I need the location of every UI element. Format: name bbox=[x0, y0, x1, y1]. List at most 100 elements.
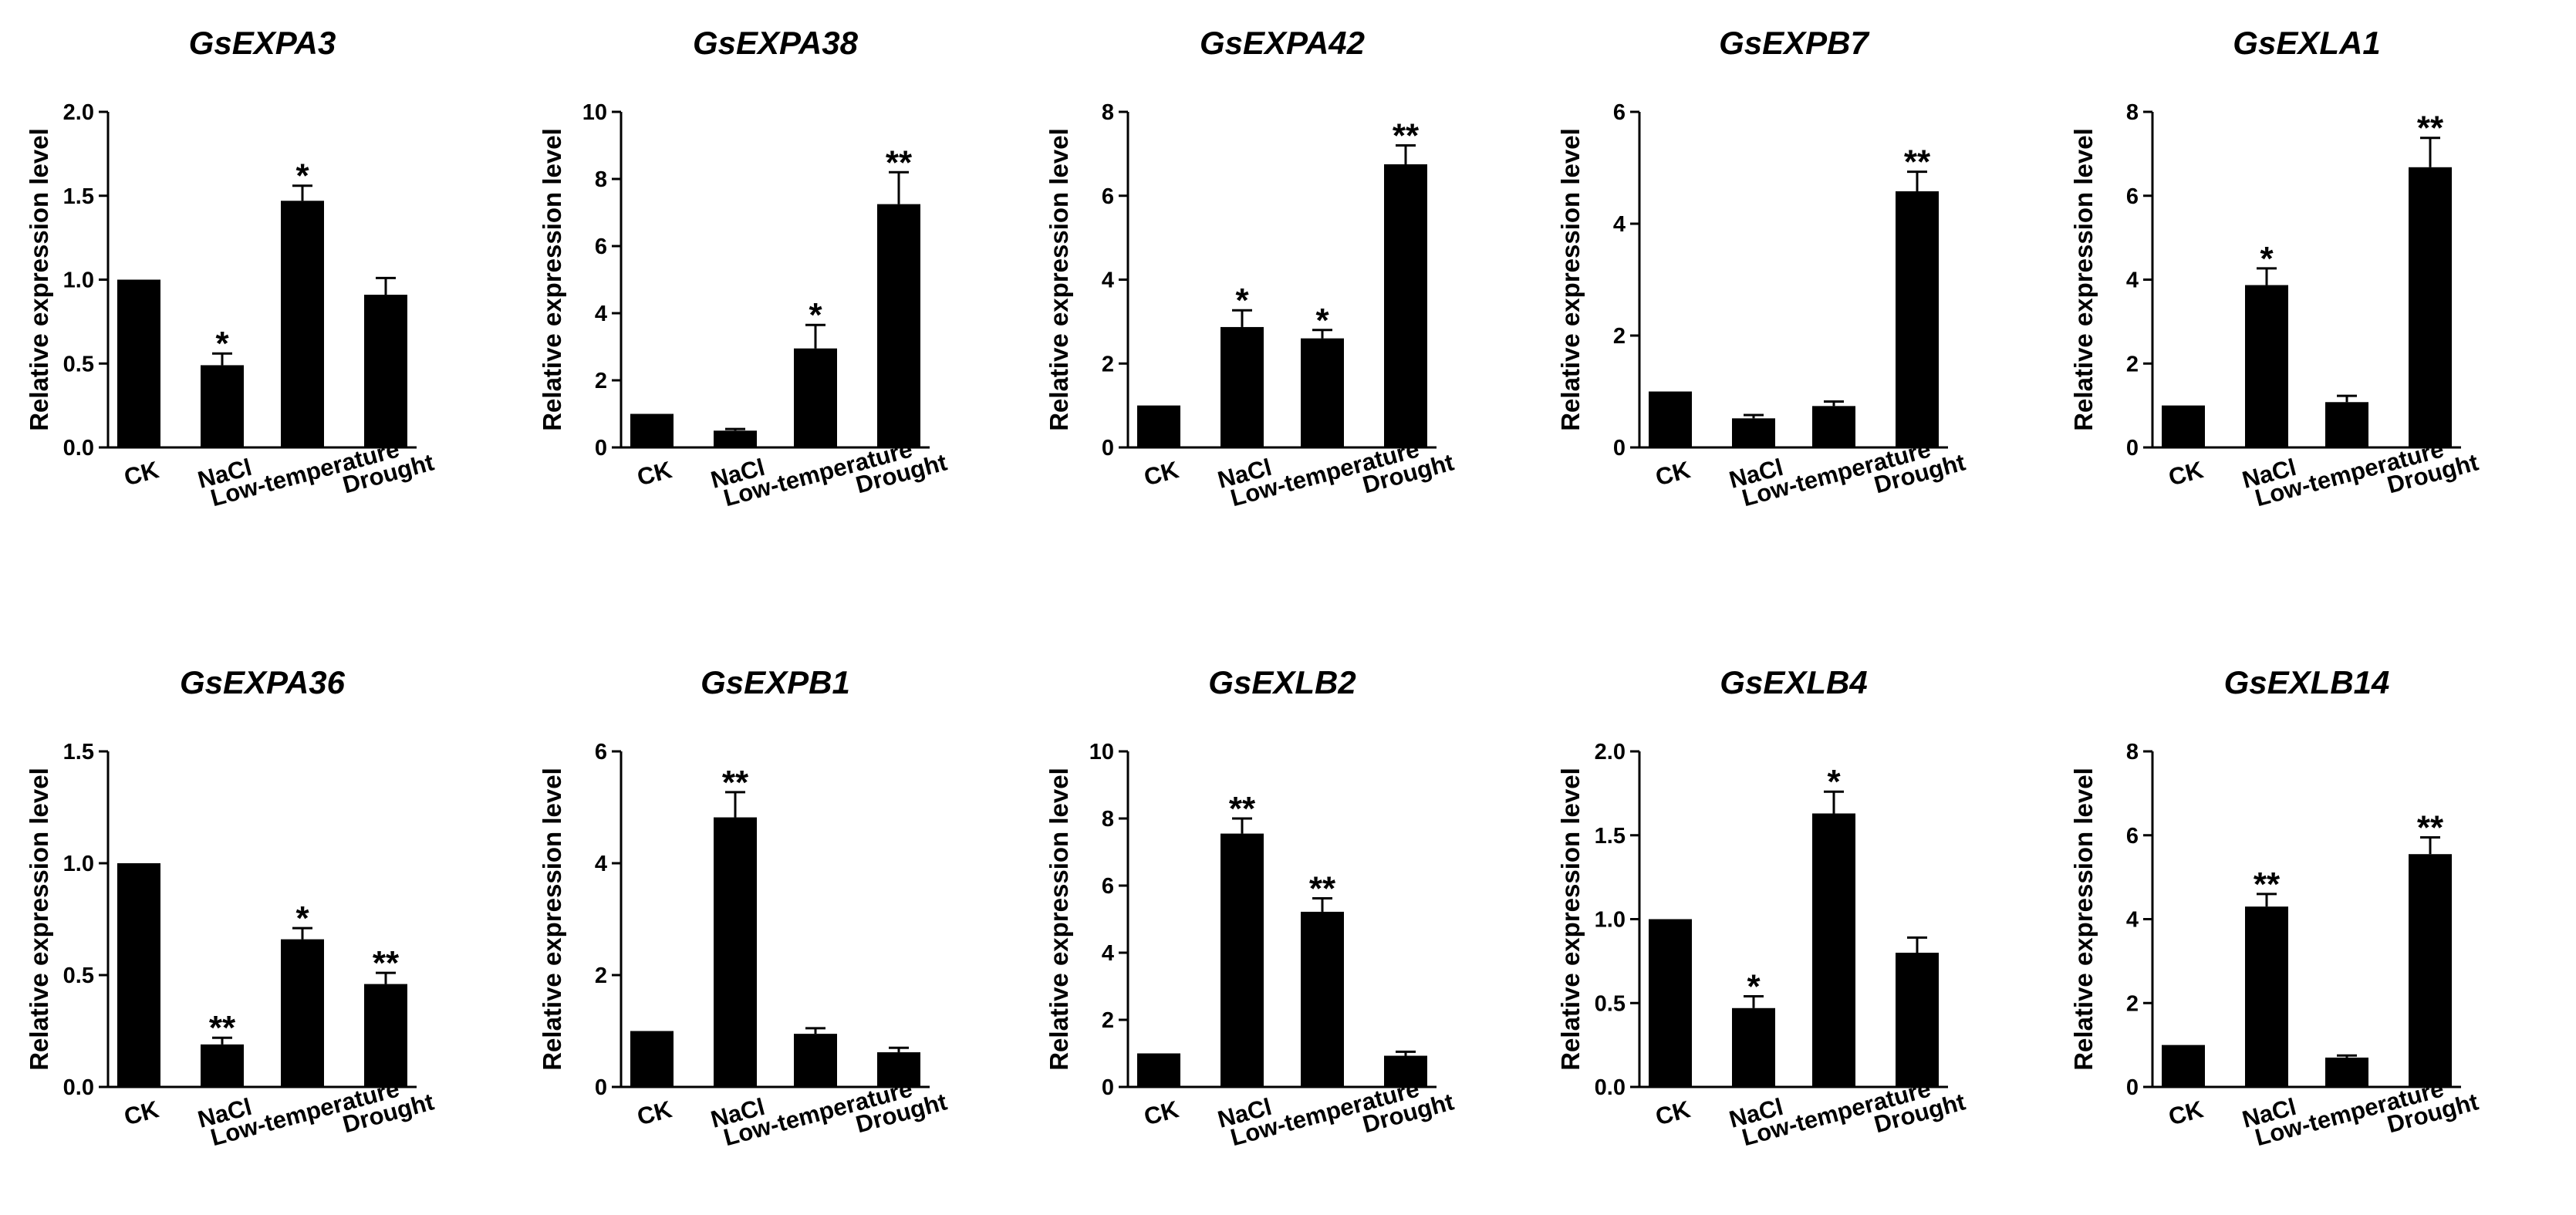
y-tick-label: 6 bbox=[595, 235, 607, 259]
bar-drought bbox=[877, 204, 920, 447]
bar-drought bbox=[877, 1052, 920, 1087]
y-axis-label: Relative expression level bbox=[2069, 768, 2098, 1071]
y-tick-label: 1.5 bbox=[63, 740, 94, 764]
y-tick-label: 0.5 bbox=[63, 352, 94, 376]
significance-marker: * bbox=[2260, 240, 2274, 278]
y-tick-label: 2.0 bbox=[63, 100, 94, 125]
y-tick-label: 4 bbox=[595, 302, 607, 326]
panel-title: GsEXLB4 bbox=[1720, 664, 1867, 700]
y-tick-label: 0 bbox=[1613, 436, 1626, 461]
significance-marker: * bbox=[809, 296, 822, 334]
significance-marker: * bbox=[295, 899, 309, 937]
y-tick-label: 4 bbox=[2126, 908, 2139, 933]
y-tick-label: 6 bbox=[1613, 100, 1626, 125]
y-tick-label: 2.0 bbox=[1595, 740, 1626, 764]
y-tick-label: 8 bbox=[1102, 807, 1114, 832]
y-tick-label: 0 bbox=[2126, 1075, 2139, 1100]
bar-drought bbox=[1896, 191, 1939, 447]
bar-nacl bbox=[201, 1044, 244, 1087]
y-tick-label: 6 bbox=[2126, 184, 2139, 209]
x-tick-label: CK bbox=[2166, 1095, 2206, 1131]
panel-gsexlb2: GsEXLB2 Relative expression level 0 2 4 6 8 10 C… bbox=[1045, 664, 1457, 1151]
significance-marker: * bbox=[1235, 282, 1249, 319]
x-tick-label: CK bbox=[1141, 456, 1182, 491]
x-tick-label: CK bbox=[2166, 456, 2206, 491]
y-tick-label: 8 bbox=[2126, 740, 2139, 764]
bar-ck bbox=[630, 1031, 674, 1087]
panel-title: GsEXPA36 bbox=[180, 664, 346, 700]
y-tick-label: 4 bbox=[2126, 268, 2139, 293]
significance-marker: ** bbox=[1904, 143, 1931, 181]
y-axis-label: Relative expression level bbox=[538, 768, 566, 1071]
significance-marker: ** bbox=[209, 1009, 236, 1047]
panel-gsexlb14: GsEXLB14 Relative expression level 0 2 4 6 8 CK… bbox=[2069, 664, 2481, 1151]
y-axis-label: Relative expression level bbox=[2069, 128, 2098, 431]
x-tick-label: CK bbox=[634, 456, 675, 491]
x-tick-label: CK bbox=[1653, 456, 1693, 491]
significance-marker: ** bbox=[373, 944, 400, 982]
significance-marker: ** bbox=[2417, 808, 2444, 846]
panel-gsexpa42: GsEXPA42 Relative expression level 0 2 4 6 8 CK… bbox=[1045, 25, 1457, 511]
y-tick-label: 0 bbox=[1102, 436, 1114, 461]
y-tick-label: 2 bbox=[1102, 352, 1114, 376]
bar-ck bbox=[117, 863, 160, 1087]
significance-marker: * bbox=[1315, 302, 1329, 339]
panel-title: GsEXLB14 bbox=[2224, 664, 2390, 700]
bar-ck bbox=[1137, 405, 1180, 447]
y-tick-label: 0.5 bbox=[1595, 991, 1626, 1016]
bar-drought bbox=[2409, 167, 2452, 447]
panel-title: GsEXPA38 bbox=[693, 25, 859, 61]
panel-gsexpa38: GsEXPA38 Relative expression level 0 2 4 6 8 10… bbox=[538, 25, 950, 511]
y-tick-label: 8 bbox=[595, 167, 607, 192]
y-tick-label: 10 bbox=[1089, 740, 1114, 764]
bar-nacl bbox=[2245, 285, 2288, 447]
panel-title: GsEXLA1 bbox=[2233, 25, 2380, 61]
bar-low-temperature bbox=[281, 201, 324, 447]
bar-nacl bbox=[714, 430, 757, 447]
y-tick-label: 1.5 bbox=[1595, 824, 1626, 849]
significance-marker: ** bbox=[2254, 866, 2281, 903]
bar-low-temperature bbox=[1812, 406, 1855, 447]
y-tick-label: 2 bbox=[2126, 991, 2139, 1016]
bar-ck bbox=[1649, 391, 1692, 447]
bar-low-temperature bbox=[794, 348, 837, 447]
bar-low-temperature bbox=[1812, 813, 1855, 1087]
y-tick-label: 2 bbox=[1102, 1008, 1114, 1033]
y-axis-label: Relative expression level bbox=[1556, 768, 1585, 1071]
panel-gsexpb1: GsEXPB1 Relative expression level 0 2 4 6 CK **… bbox=[538, 664, 950, 1151]
y-tick-label: 0.0 bbox=[63, 436, 94, 461]
y-tick-label: 0.0 bbox=[63, 1075, 94, 1100]
y-tick-label: 8 bbox=[2126, 100, 2139, 125]
bar-low-temperature bbox=[2325, 402, 2368, 447]
y-tick-label: 6 bbox=[1102, 874, 1114, 899]
y-tick-label: 10 bbox=[582, 100, 607, 125]
significance-marker: ** bbox=[1393, 117, 1420, 155]
y-tick-label: 2 bbox=[2126, 352, 2139, 376]
bar-drought bbox=[364, 984, 407, 1087]
y-tick-label: 4 bbox=[1613, 212, 1626, 237]
y-axis-label: Relative expression level bbox=[25, 768, 53, 1071]
y-tick-label: 0.0 bbox=[1595, 1075, 1626, 1100]
bar-ck bbox=[1649, 919, 1692, 1087]
bar-nacl bbox=[1220, 326, 1264, 447]
y-tick-label: 2 bbox=[595, 964, 607, 988]
bar-drought bbox=[1896, 953, 1939, 1087]
significance-marker: ** bbox=[722, 764, 749, 802]
bar-low-temperature bbox=[794, 1034, 837, 1087]
panel-title: GsEXPB1 bbox=[701, 664, 850, 700]
panel-title: GsEXPA3 bbox=[189, 25, 336, 61]
bar-ck bbox=[2162, 405, 2205, 447]
y-tick-label: 2 bbox=[595, 369, 607, 393]
y-tick-label: 6 bbox=[595, 740, 607, 764]
significance-marker: ** bbox=[886, 143, 913, 181]
bar-ck bbox=[2162, 1045, 2205, 1087]
y-tick-label: 0.5 bbox=[63, 964, 94, 988]
bar-low-temperature bbox=[1301, 338, 1344, 447]
y-tick-label: 6 bbox=[1102, 184, 1114, 209]
panel-gsexlb4: GsEXLB4 Relative expression level 0.0 0.5 1.… bbox=[1556, 664, 1968, 1151]
y-tick-label: 8 bbox=[1102, 100, 1114, 125]
significance-marker: ** bbox=[2417, 110, 2444, 147]
bar-ck bbox=[1137, 1053, 1180, 1087]
y-tick-label: 0 bbox=[595, 1075, 607, 1100]
